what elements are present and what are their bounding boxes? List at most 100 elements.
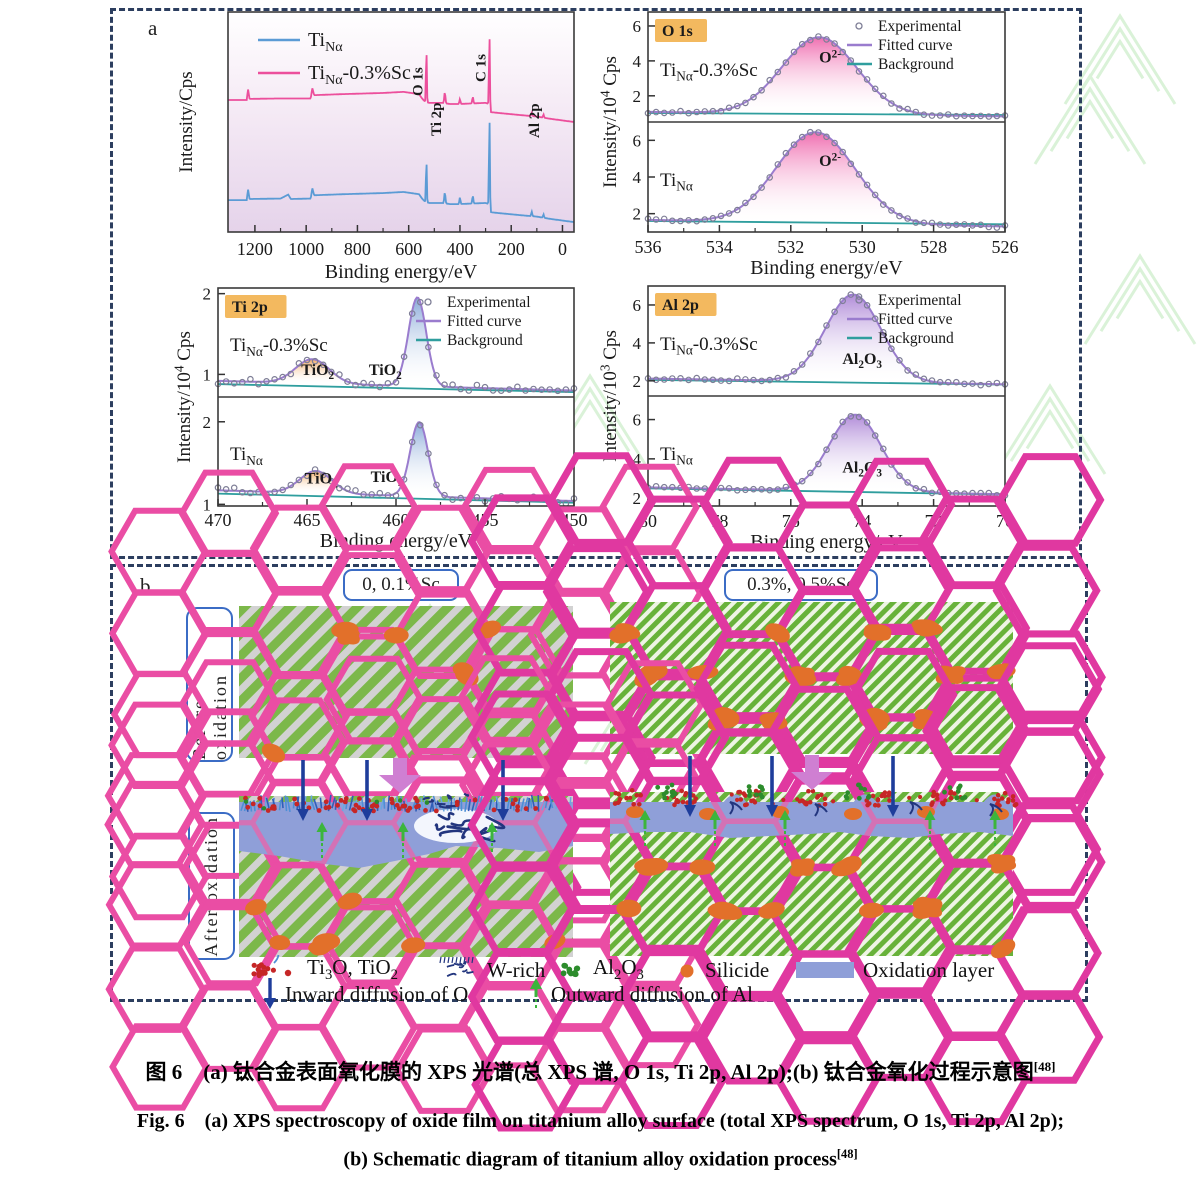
svg-text:TiNα-0.3%Sc: TiNα-0.3%Sc	[308, 62, 411, 88]
svg-text:4: 4	[633, 52, 642, 71]
svg-text:C 1s: C 1s	[473, 54, 489, 82]
svg-text:Background: Background	[878, 56, 954, 73]
svg-text:TiO2: TiO2	[301, 362, 334, 382]
legend-item-w-rich: W-rich	[434, 955, 545, 985]
ti3o-tio2-cluster-icon	[251, 955, 292, 979]
svg-text:Background: Background	[447, 332, 523, 349]
svg-text:530: 530	[849, 237, 876, 257]
svg-text:470: 470	[205, 510, 232, 530]
svg-text:O 1s: O 1s	[662, 23, 693, 40]
caption-line-2-en: Fig. 6 (a) XPS spectroscopy of oxide fil…	[0, 1104, 1201, 1133]
svg-text:Al 2p: Al 2p	[662, 297, 699, 314]
legend-item-ti3o-tio2: Ti3O, TiO2	[248, 955, 398, 985]
svg-text:Fitted curve: Fitted curve	[447, 313, 522, 330]
inward-arrow-icon	[264, 978, 276, 1009]
panel-a-frame	[110, 8, 1082, 559]
legend-item-oxidation-layer: Oxidation layer	[794, 955, 994, 985]
o1s-xps-chart: 2 4 6 TiNα-0.3%Sc O2- 2 4 6 TiNα O2- 536 534 532 530 5…	[598, 11, 1019, 279]
svg-text:O2-: O2-	[819, 48, 841, 66]
svg-text:6: 6	[633, 17, 642, 36]
legend-label-silicide: Silicide	[705, 957, 770, 982]
svg-text:TiNα: TiNα	[308, 29, 343, 55]
svg-text:O2-: O2-	[819, 152, 841, 170]
svg-text:TiNα: TiNα	[230, 444, 263, 468]
legend-label-inward: Inward diffusion of O	[285, 981, 469, 1006]
svg-text:Al 2p: Al 2p	[527, 103, 543, 138]
legend-label-w-rich: W-rich	[487, 957, 546, 982]
svg-text:1: 1	[203, 365, 212, 384]
legend-item-al2o3: Al2O3	[556, 955, 644, 985]
svg-text:Experimental: Experimental	[878, 18, 962, 35]
svg-text:2: 2	[633, 87, 642, 106]
al2o3-cluster-icon	[560, 962, 581, 978]
svg-text:2: 2	[633, 489, 642, 508]
svg-text:526: 526	[992, 237, 1019, 257]
svg-text:TiO2: TiO2	[369, 362, 402, 382]
svg-text:Binding energy/eV: Binding energy/eV	[750, 257, 903, 279]
svg-text:Background: Background	[878, 330, 954, 347]
svg-text:0: 0	[558, 239, 567, 259]
svg-text:2: 2	[203, 285, 212, 304]
panel-a-label: a	[148, 16, 158, 40]
svg-text:400: 400	[446, 239, 473, 259]
survey-xps-chart: 1200 1000 800 600 400 200 0 Binding energy/eV In…	[176, 11, 575, 283]
svg-text:Binding energy/eV: Binding energy/eV	[325, 261, 478, 283]
oxidation-layer-icon	[796, 962, 854, 978]
caption-line-1-zh: 图 6 (a) 钛合金表面氧化膜的 XPS 光谱(总 XPS 谱, O 1s, …	[0, 1056, 1201, 1086]
caption-line-3-en: (b) Schematic diagram of titanium alloy …	[0, 1147, 1201, 1172]
svg-text:Ti 2p: Ti 2p	[429, 103, 445, 137]
svg-text:2: 2	[633, 205, 642, 224]
svg-text:1200: 1200	[237, 239, 273, 259]
outward-arrow-icon	[530, 978, 542, 1009]
svg-text:2: 2	[203, 413, 212, 432]
svg-text:TiNα: TiNα	[660, 170, 693, 194]
svg-text:465: 465	[294, 510, 321, 530]
svg-text:532: 532	[777, 237, 804, 257]
svg-text:6: 6	[633, 411, 642, 430]
oxidation-arrow-left-icon	[379, 758, 421, 793]
svg-text:TiNα-0.3%Sc: TiNα-0.3%Sc	[660, 60, 758, 84]
svg-text:528: 528	[920, 237, 947, 257]
svg-text:Intensity/Cps: Intensity/Cps	[176, 71, 197, 172]
svg-text:Intensity/103 Cps: Intensity/103 Cps	[598, 330, 621, 462]
svg-text:1: 1	[203, 495, 212, 514]
caption-text-en-a: Fig. 6 (a) XPS spectroscopy of oxide fil…	[136, 1110, 1065, 1132]
svg-text:O 1s: O 1s	[410, 67, 426, 96]
svg-text:536: 536	[635, 237, 662, 257]
before-oxidation-left-block	[104, 463, 706, 924]
caption-ref-1: [48]	[1033, 1059, 1056, 1074]
svg-text:534: 534	[706, 237, 733, 257]
legend-label-oxidation-layer: Oxidation layer	[863, 957, 995, 982]
svg-text:Intensity/104 Cps: Intensity/104 Cps	[172, 331, 195, 463]
w-rich-icon	[439, 956, 474, 977]
svg-text:600: 600	[395, 239, 422, 259]
panel-b-label: b	[140, 574, 151, 598]
legend-item-outward-diffusion: Outward diffusion of Al	[528, 978, 753, 1010]
svg-text:TiNα-0.3%Sc: TiNα-0.3%Sc	[660, 334, 758, 358]
caption-text-zh: 图 6 (a) 钛合金表面氧化膜的 XPS 光谱(总 XPS 谱, O 1s, …	[145, 1060, 1034, 1084]
legend-item-inward-diffusion: Inward diffusion of O	[262, 978, 468, 1010]
caption-text-en-b: (b) Schematic diagram of titanium alloy …	[343, 1148, 837, 1171]
svg-text:Intensity/104 Cps: Intensity/104 Cps	[598, 56, 621, 188]
svg-text:Al2O3: Al2O3	[842, 351, 882, 371]
svg-text:200: 200	[498, 239, 525, 259]
svg-text:TiNα: TiNα	[660, 444, 693, 468]
silicide-icon	[680, 964, 694, 978]
oxidation-arrow-right-icon	[791, 755, 833, 790]
svg-text:1000: 1000	[288, 239, 324, 259]
after-oxidation-left-block	[104, 655, 705, 1114]
legend-label-al2o3: Al2O3	[593, 955, 644, 984]
svg-text:Ti 2p: Ti 2p	[232, 299, 268, 316]
legend-item-silicide: Silicide	[676, 955, 769, 985]
legend-label-ti3o-tio2: Ti3O, TiO2	[307, 955, 399, 984]
svg-text:2: 2	[633, 372, 642, 391]
svg-text:Experimental: Experimental	[447, 294, 531, 311]
svg-text:6: 6	[633, 131, 642, 150]
svg-text:800: 800	[344, 239, 371, 259]
svg-text:6: 6	[633, 296, 642, 315]
svg-text:TiNα-0.3%Sc: TiNα-0.3%Sc	[230, 335, 328, 359]
svg-text:Fitted curve: Fitted curve	[878, 311, 953, 328]
